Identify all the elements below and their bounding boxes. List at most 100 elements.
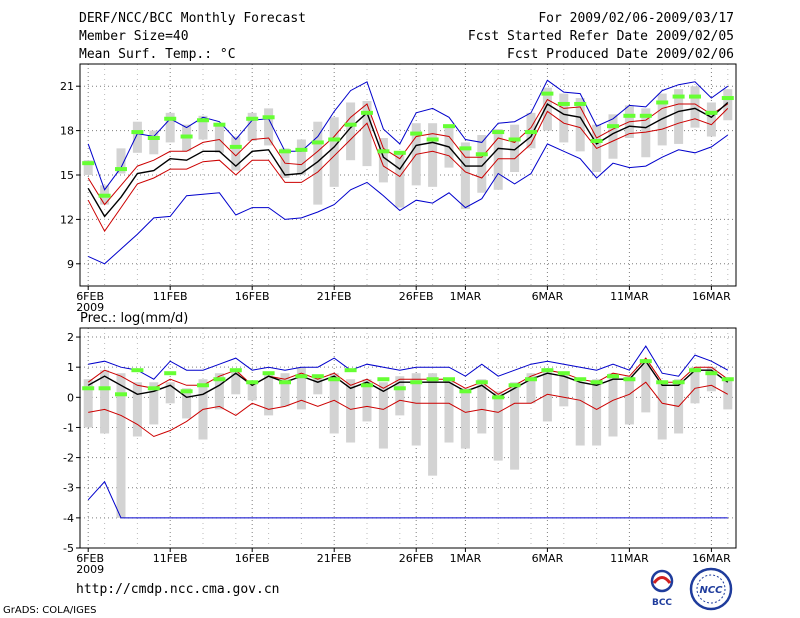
precip-marker bbox=[607, 374, 619, 379]
temp-bar bbox=[329, 117, 339, 187]
temp-x-tick-label: 16FEB bbox=[235, 290, 270, 303]
precip-bar bbox=[395, 376, 405, 416]
temp-bar bbox=[575, 98, 585, 152]
temp-y-tick-label: 15 bbox=[60, 169, 74, 182]
precip-marker bbox=[311, 374, 324, 379]
precip-y-tick-label: 2 bbox=[67, 331, 74, 344]
precip-bar bbox=[559, 373, 569, 407]
precip-marker bbox=[721, 377, 734, 382]
precip-marker bbox=[525, 377, 537, 382]
precip-marker bbox=[689, 368, 701, 373]
precip-marker bbox=[82, 386, 95, 391]
precip-bar bbox=[231, 370, 241, 395]
bcc-logo-text: BCC bbox=[652, 598, 672, 608]
precip-marker bbox=[180, 389, 193, 394]
refer-date: Fcst Started Refer Date 2009/02/05 bbox=[467, 29, 734, 44]
precip-x-tick-label: 11FEB bbox=[153, 552, 188, 565]
temp-marker bbox=[672, 94, 685, 99]
temp-bar bbox=[542, 87, 552, 131]
temp-bar bbox=[723, 89, 733, 121]
precip-marker bbox=[574, 377, 587, 382]
precip-line-minus-sd bbox=[88, 381, 729, 438]
precip-marker bbox=[475, 380, 488, 385]
precip-marker bbox=[443, 377, 455, 382]
precip-bar bbox=[362, 379, 372, 422]
precip-marker bbox=[492, 395, 505, 400]
temp-marker bbox=[508, 137, 521, 142]
precip-y-tick-label: 1 bbox=[67, 361, 74, 374]
bcc-logo: BCC bbox=[650, 569, 674, 608]
temp-x-tick-label: 11FEB bbox=[153, 290, 188, 303]
precip-bar bbox=[132, 382, 142, 437]
temp-marker bbox=[229, 144, 242, 149]
precip-bar bbox=[428, 373, 438, 476]
precip-bar bbox=[83, 379, 93, 428]
precip-y-tick-label: 0 bbox=[67, 391, 74, 404]
precip-bar bbox=[182, 388, 192, 419]
precip-marker bbox=[328, 377, 341, 382]
precip-marker bbox=[131, 368, 144, 373]
precip-y-tick-label: -1 bbox=[63, 421, 74, 434]
precip-marker bbox=[672, 380, 685, 385]
precip-bar bbox=[214, 373, 224, 410]
temp-bar bbox=[198, 115, 208, 140]
temp-line-minus-sd bbox=[87, 108, 729, 233]
temp-marker bbox=[115, 167, 127, 172]
temp-y-tick-label: 18 bbox=[60, 125, 74, 138]
precip-bar bbox=[641, 361, 651, 413]
precip-marker bbox=[377, 377, 390, 382]
temp-bar bbox=[395, 152, 405, 208]
temp-marker bbox=[443, 124, 455, 129]
temp-x-tick-label: 16MAR bbox=[692, 290, 731, 303]
precip-marker bbox=[656, 380, 669, 385]
temp-marker bbox=[607, 124, 619, 129]
precip-bar bbox=[608, 373, 618, 437]
precip-y-tick-label: -3 bbox=[63, 482, 74, 495]
precip-marker bbox=[639, 359, 652, 364]
temp-marker bbox=[426, 137, 439, 142]
bcc-logo-arc-icon bbox=[652, 576, 672, 584]
precip-x-tick-label: 1MAR bbox=[450, 552, 482, 565]
precip-bar bbox=[723, 379, 733, 410]
precip-marker bbox=[295, 374, 308, 379]
temp-bar bbox=[674, 89, 684, 144]
temp-marker bbox=[410, 131, 423, 136]
precip-marker bbox=[246, 380, 259, 385]
temp-marker bbox=[164, 116, 177, 121]
precip-marker bbox=[393, 386, 406, 391]
precip-bar bbox=[296, 367, 306, 410]
temp-marker bbox=[197, 118, 209, 123]
precip-bar bbox=[264, 373, 274, 416]
temp-marker bbox=[279, 149, 291, 154]
precip-bar bbox=[247, 382, 257, 401]
temp-line-min bbox=[87, 134, 729, 265]
precip-bar bbox=[149, 382, 159, 425]
precip-marker bbox=[508, 383, 521, 388]
precip-bar bbox=[280, 373, 290, 407]
precip-bar bbox=[378, 382, 388, 449]
precip-marker bbox=[279, 380, 291, 385]
precip-marker bbox=[541, 368, 554, 373]
temp-marker bbox=[541, 91, 554, 96]
variable-label: Mean Surf. Temp.: °C bbox=[79, 47, 236, 62]
precip-bar bbox=[346, 379, 356, 443]
website-url[interactable]: http://cmdp.ncc.cma.gov.cn bbox=[76, 582, 280, 597]
temp-bar bbox=[477, 135, 487, 193]
temp-marker bbox=[82, 161, 95, 166]
precip-line-mean bbox=[87, 360, 729, 399]
precip-marker bbox=[115, 392, 127, 397]
temp-bar bbox=[313, 121, 323, 205]
temp-bar bbox=[214, 123, 224, 153]
temp-bar bbox=[559, 93, 569, 143]
temp-marker bbox=[689, 94, 701, 99]
precip-marker bbox=[459, 389, 472, 394]
precip-bar bbox=[690, 367, 700, 404]
grads-credit: GrADS: COLA/IGES bbox=[3, 605, 97, 616]
precip-marker bbox=[623, 377, 636, 382]
precip-marker bbox=[590, 380, 603, 385]
temp-bar bbox=[149, 130, 159, 155]
precip-bar bbox=[542, 370, 552, 422]
temp-bar bbox=[132, 121, 142, 153]
